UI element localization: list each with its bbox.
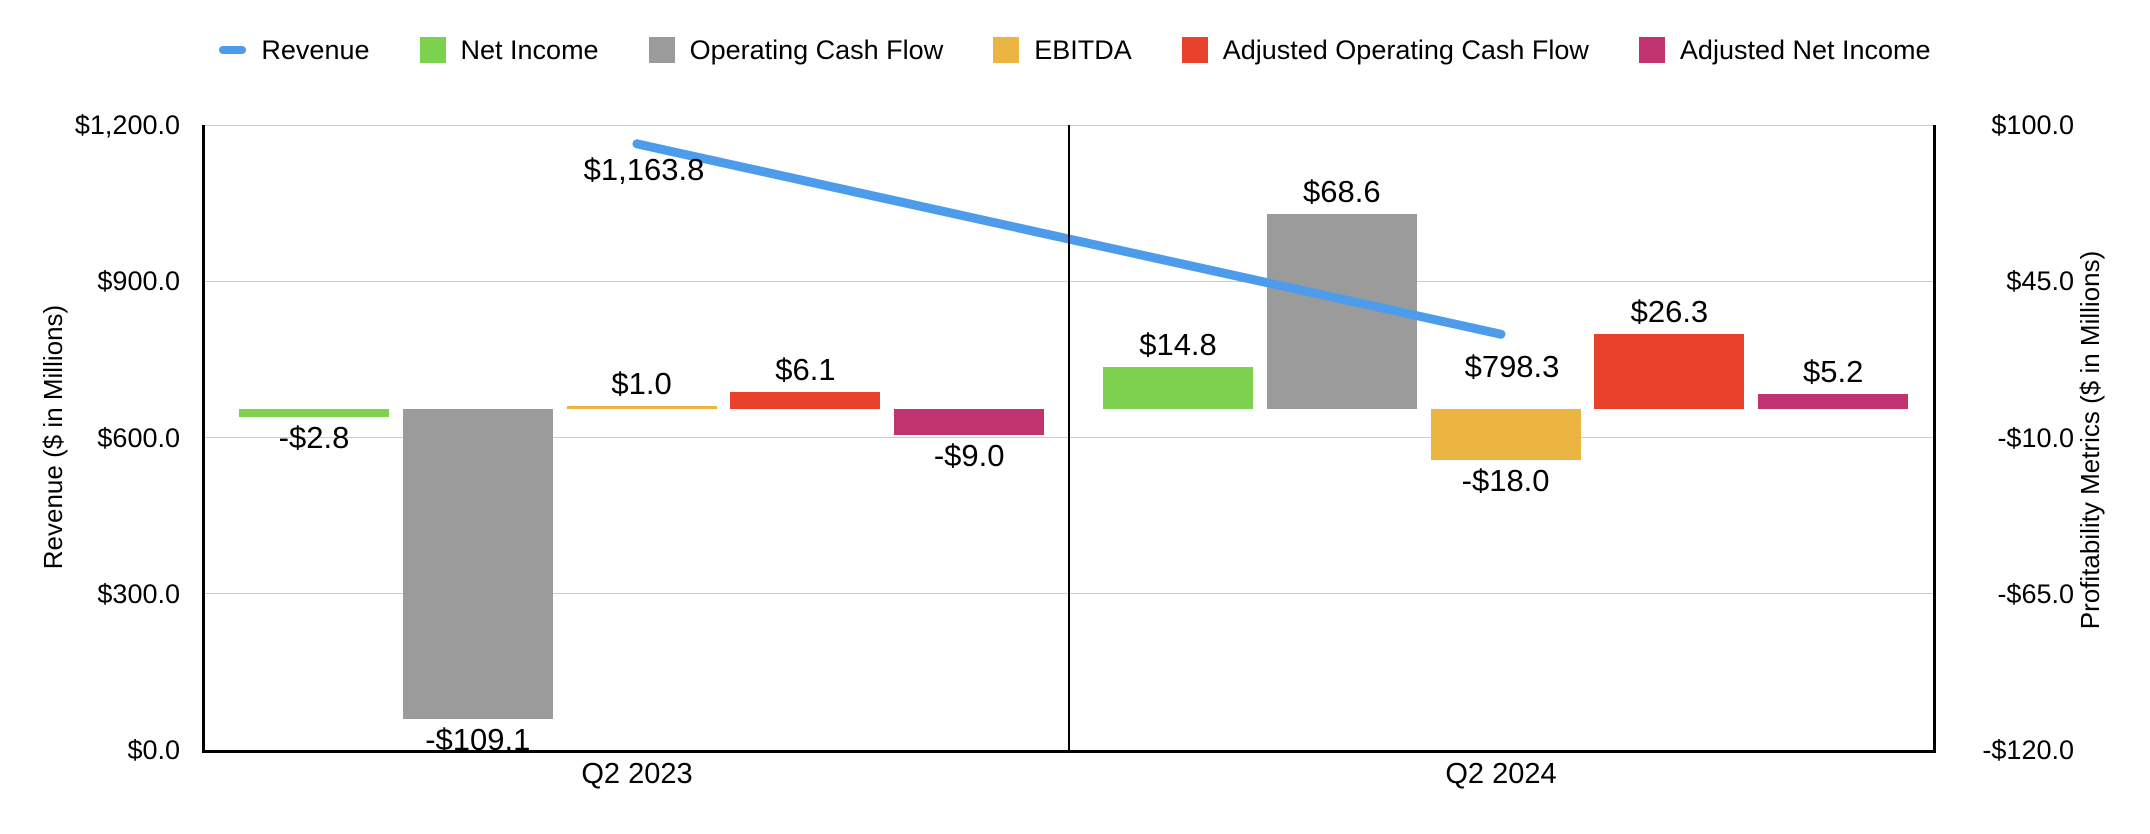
legend-item-adjusted-net-income[interactable]: Adjusted Net Income xyxy=(1638,34,1931,66)
right-tick--10: -$10.0 xyxy=(1997,422,2074,453)
legend-marker-adjusted-operating-cash-flow xyxy=(1181,37,1208,63)
bar-adjusted-net-income-q2-2023[interactable] xyxy=(894,409,1045,435)
line-label-q2-2023: $1,163.8 xyxy=(583,151,705,187)
legend-label: Operating Cash Flow xyxy=(689,34,944,65)
legend-marker-adjusted-net-income xyxy=(1638,37,1665,63)
bar-label-adjusted-operating-cash-flow-q2-2023: $6.1 xyxy=(775,351,836,387)
x-axis-label-q2-2024: Q2 2024 xyxy=(1445,758,1557,790)
legend-label: Revenue xyxy=(261,34,370,65)
bottom-axis-line xyxy=(202,750,1933,753)
left-axis-line xyxy=(202,125,205,753)
bar-label-adjusted-net-income-q2-2024: $5.2 xyxy=(1803,354,1864,390)
legend-marker-revenue xyxy=(219,46,247,54)
bar-adjusted-operating-cash-flow-q2-2023[interactable] xyxy=(730,391,881,410)
legend: Revenue Net Income Operating Cash Flow EBIT… xyxy=(0,20,2150,80)
left-tick-1200: $1,200.0 xyxy=(74,110,180,140)
bar-label-net-income-q2-2024: $14.8 xyxy=(1139,327,1217,363)
legend-label: Adjusted Net Income xyxy=(1679,34,1931,65)
line-label-q2-2024: $798.3 xyxy=(1464,349,1560,385)
left-axis-title: Revenue ($ in Millions) xyxy=(38,304,68,570)
right-axis-line xyxy=(1933,125,1936,753)
category-divider-line xyxy=(1067,125,1070,750)
legend-label: EBITDA xyxy=(1034,34,1132,65)
right-tick--120: -$120.0 xyxy=(1982,735,2074,765)
legend-item-operating-cash-flow[interactable]: Operating Cash Flow xyxy=(648,34,944,66)
left-tick-600: $600.0 xyxy=(97,422,180,453)
legend-marker-ebitda xyxy=(993,37,1020,63)
bar-ebitda-q2-2024[interactable] xyxy=(1430,409,1581,461)
legend-label: Adjusted Operating Cash Flow xyxy=(1222,34,1589,65)
bar-label-adjusted-operating-cash-flow-q2-2024: $26.3 xyxy=(1630,294,1709,330)
left-tick-900: $900.0 xyxy=(97,266,180,297)
bar-net-income-q2-2024[interactable] xyxy=(1103,367,1253,410)
bar-net-income-q2-2023[interactable] xyxy=(239,409,389,418)
legend-item-ebitda[interactable]: EBITDA xyxy=(993,35,1132,66)
legend-item-adjusted-operating-cash-flow[interactable]: Adjusted Operating Cash Flow xyxy=(1181,34,1589,66)
bar-label-ebitda-q2-2024: -$18.0 xyxy=(1461,463,1550,499)
bar-ebitda-q2-2023[interactable] xyxy=(566,406,717,410)
bar-label-ebitda-q2-2023: $1.0 xyxy=(611,366,672,402)
bar-label-net-income-q2-2023: -$2.8 xyxy=(278,420,350,456)
bar-operating-cash-flow-q2-2023[interactable] xyxy=(402,409,553,720)
legend-marker-net-income xyxy=(419,37,446,63)
legend-item-revenue[interactable]: Revenue xyxy=(219,34,370,66)
bar-label-adjusted-net-income-q2-2023: -$9.0 xyxy=(933,437,1005,473)
legend-label: Net Income xyxy=(460,34,599,65)
left-tick-0: $0.0 xyxy=(127,735,180,765)
bar-adjusted-operating-cash-flow-q2-2024[interactable] xyxy=(1594,334,1745,410)
right-axis-title: Profitability Metrics ($ in Millions) xyxy=(2075,250,2105,630)
bar-label-operating-cash-flow-q2-2024: $68.6 xyxy=(1303,174,1381,210)
bar-adjusted-net-income-q2-2024[interactable] xyxy=(1758,394,1909,410)
legend-item-net-income[interactable]: Net Income xyxy=(419,34,599,66)
legend-marker-operating-cash-flow xyxy=(648,37,675,63)
x-axis-label-q2-2023: Q2 2023 xyxy=(581,758,693,790)
right-tick-45: $45.0 xyxy=(2006,266,2074,297)
right-tick-100: $100.0 xyxy=(1991,110,2074,140)
left-tick-300: $300.0 xyxy=(97,578,180,609)
right-tick--65: -$65.0 xyxy=(1997,578,2074,609)
